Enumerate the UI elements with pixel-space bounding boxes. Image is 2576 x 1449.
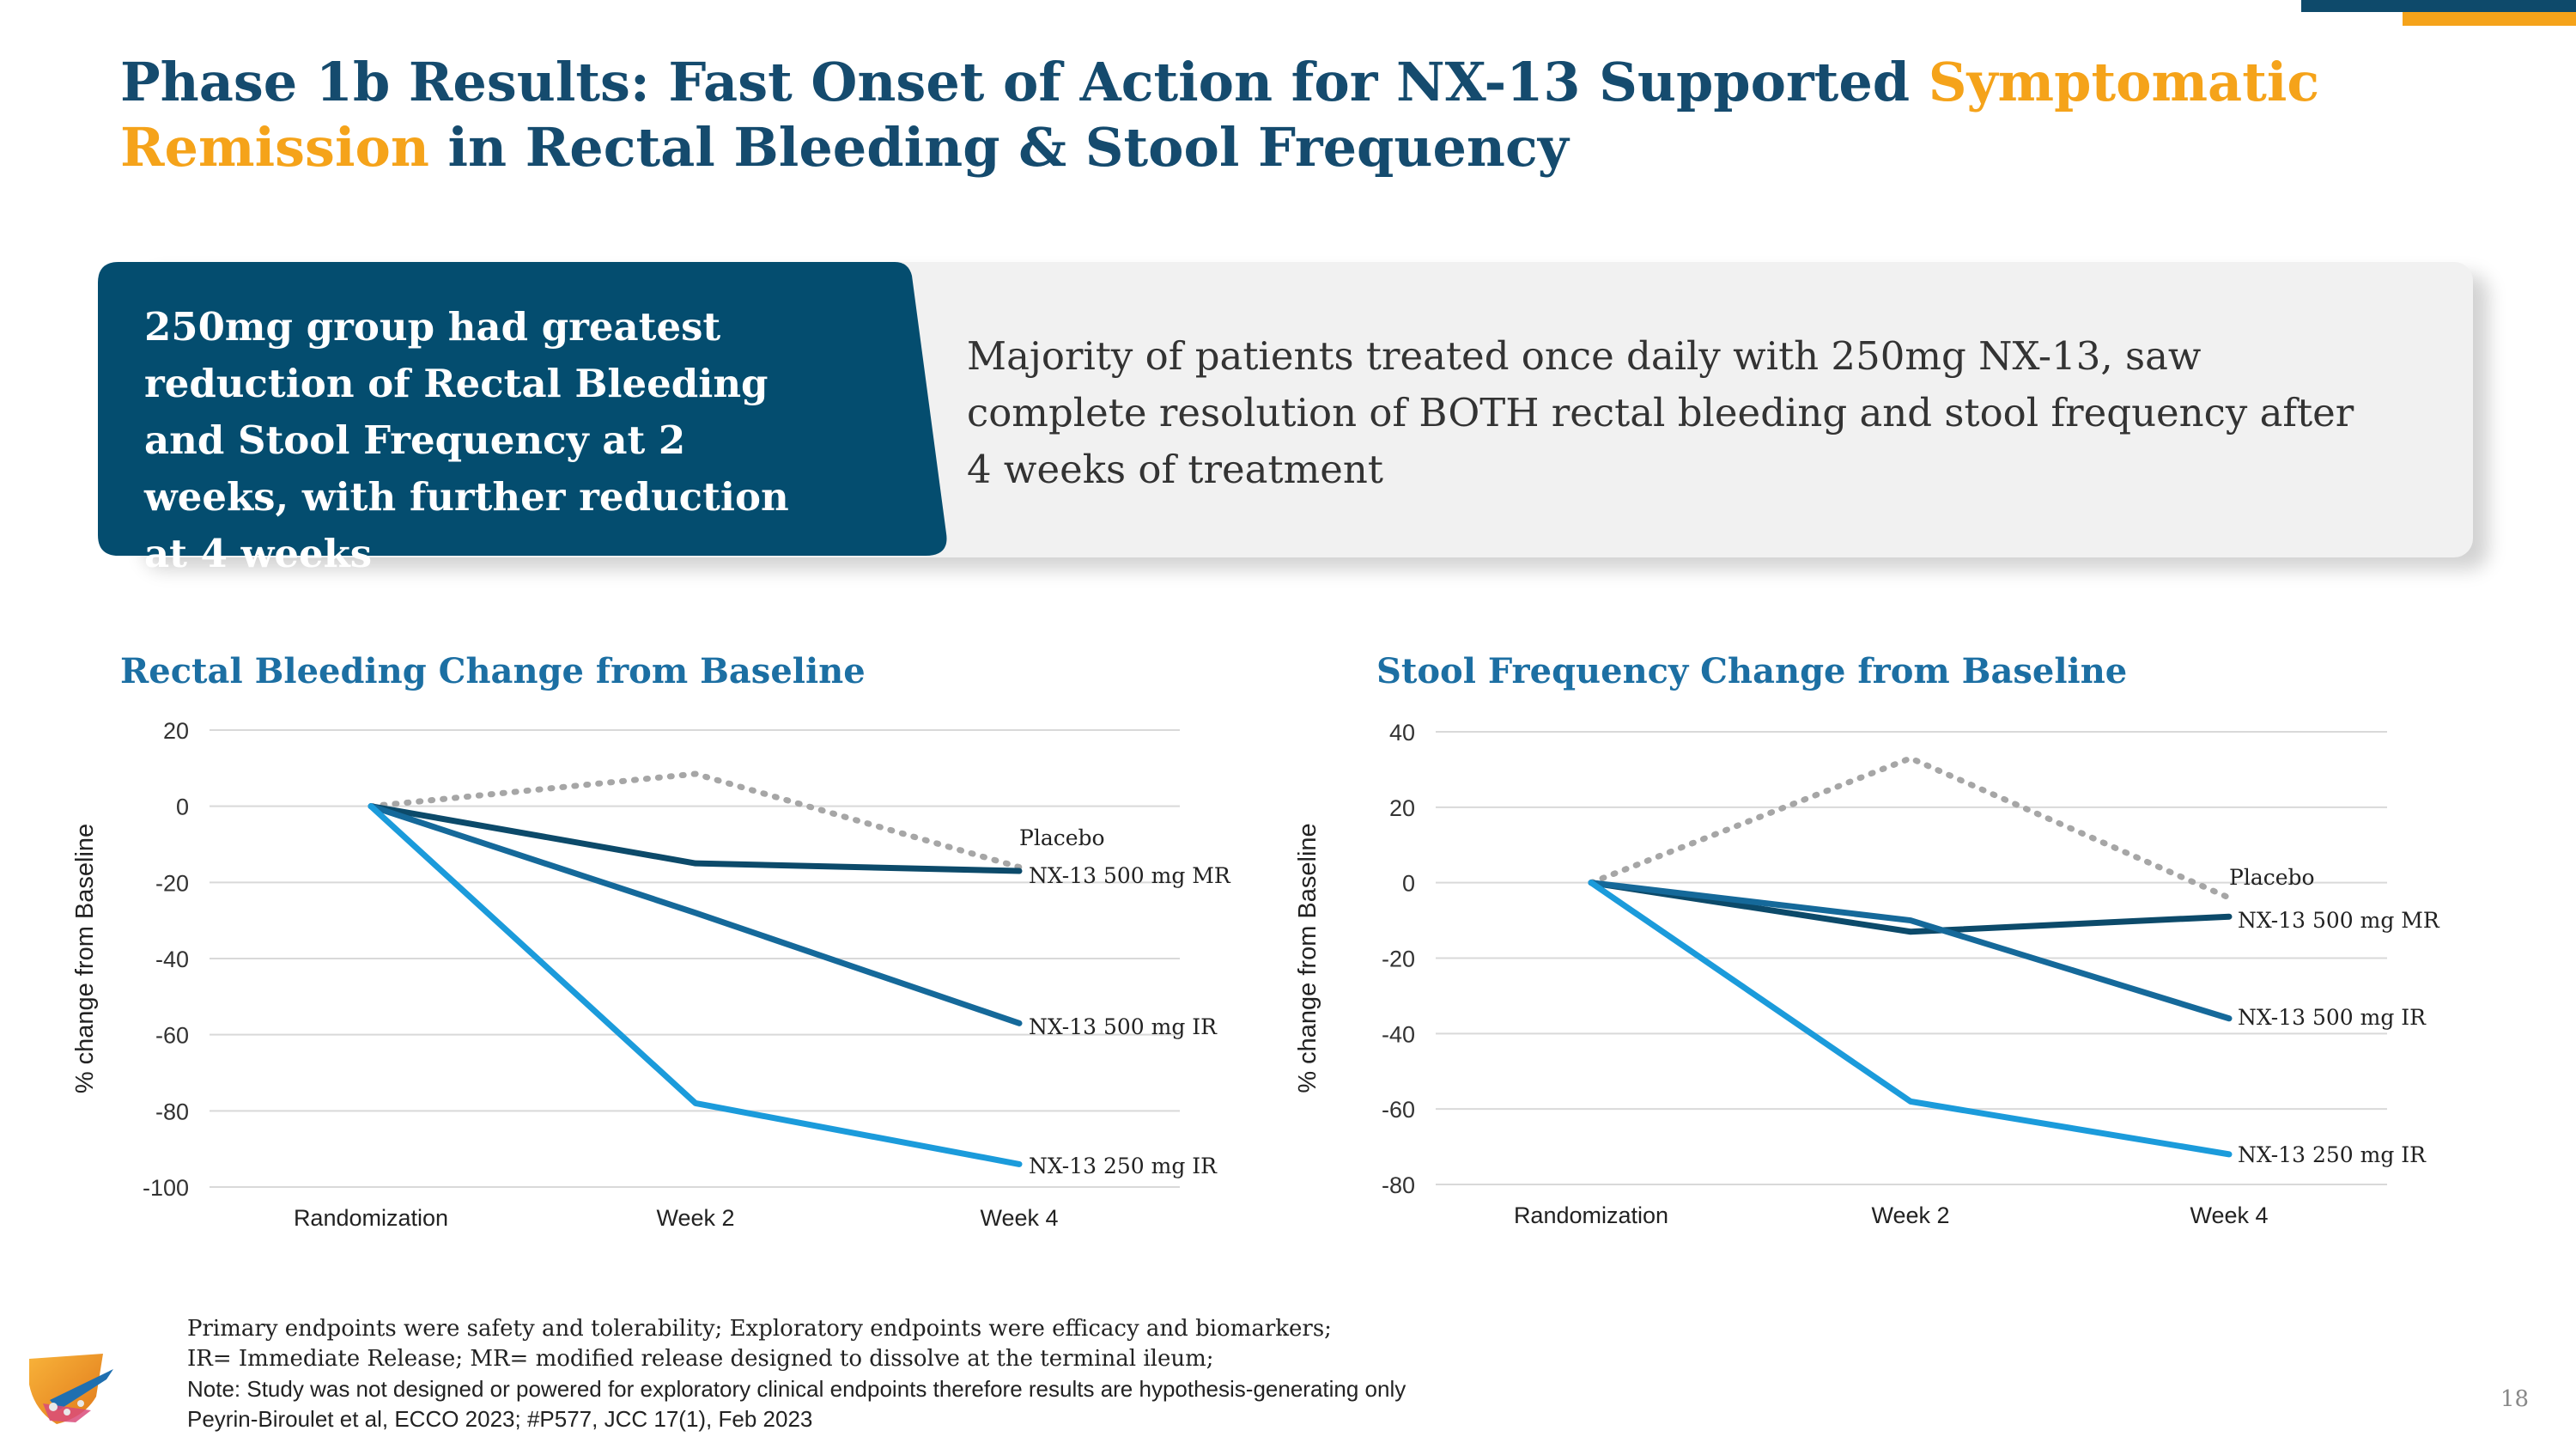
series-label: NX-13 250 mg IR <box>2238 1142 2427 1167</box>
series-line-nx-13-500-mg-mr <box>368 803 1023 874</box>
y-tick-label: -20 <box>1382 947 1415 972</box>
top-accent-bar-navy <box>2301 0 2576 12</box>
title-part-1: Phase 1b Results: Fast Onset of Action f… <box>120 51 1929 113</box>
y-tick-label: 20 <box>163 718 189 744</box>
callout-highlight-panel <box>96 260 955 557</box>
y-tick-label: -100 <box>143 1175 189 1201</box>
callout-description-text: Majority of patients treated once daily … <box>967 333 2354 492</box>
slide-title: Phase 1b Results: Fast Onset of Action f… <box>120 50 2507 180</box>
x-tick-label: Week 2 <box>1871 1202 1949 1228</box>
series-line-nx-13-500-mg-mr <box>1588 880 2233 935</box>
y-tick-label: -40 <box>1382 1021 1415 1047</box>
callout-highlight-text: 250mg group had greatest reduction of Re… <box>144 304 789 576</box>
title-accent: Symptomatic Remission <box>120 51 2320 179</box>
footnote-line-2: IR= Immediate Release; MR= modified rele… <box>187 1346 1214 1372</box>
stool-frequency-chart: 40 20 0 -20 -40 -60 -80 Randomization Week 2 Week… <box>1294 720 2440 1228</box>
y-axis-title: % change from Baseline <box>1294 823 1321 1093</box>
x-tick-label: Week 4 <box>980 1205 1058 1231</box>
chart-2-title: Stool Frequency Change from Baseline <box>1376 651 2128 691</box>
page-number: 18 <box>2500 1386 2530 1412</box>
y-tick-label: 20 <box>1389 795 1415 821</box>
series-line-placebo <box>1588 755 2233 901</box>
series-label: NX-13 500 mg IR <box>1029 1014 1218 1039</box>
y-tick-label: 40 <box>1389 720 1415 746</box>
series-line-placebo <box>368 770 1023 871</box>
x-tick-label: Randomization <box>294 1205 448 1231</box>
y-axis-title: % change from Baseline <box>71 824 99 1093</box>
top-accent-bar-gold <box>2403 12 2576 26</box>
rectal-bleeding-chart: 20 0 -20 -40 -60 -80 -100 Randomization Week 2 We… <box>71 718 1231 1231</box>
y-tick-label: -40 <box>155 947 189 972</box>
company-shield-logo <box>24 1350 118 1431</box>
x-tick-label: Week 4 <box>2190 1202 2268 1228</box>
footnote-line-1: Primary endpoints were safety and tolera… <box>187 1316 1332 1342</box>
series-label: Placebo <box>2229 865 2315 890</box>
y-tick-label: -60 <box>155 1023 189 1049</box>
x-tick-label: Week 2 <box>656 1205 734 1231</box>
y-tick-label: -20 <box>155 870 189 896</box>
y-tick-label: -80 <box>155 1099 189 1124</box>
series-label: Placebo <box>1019 825 1105 850</box>
y-tick-label: -80 <box>1382 1172 1415 1198</box>
series-label: NX-13 500 mg MR <box>1029 863 1231 888</box>
series-line-nx-13-250-mg-ir <box>1588 880 2233 1158</box>
x-tick-label: Randomization <box>1514 1202 1668 1228</box>
title-part-2: in Rectal Bleeding & Stool Frequency <box>428 116 1569 179</box>
chart-1-title: Rectal Bleeding Change from Baseline <box>120 651 866 691</box>
series-line-nx-13-500-mg-ir <box>368 803 1023 1026</box>
footnotes: Primary endpoints were safety and tolera… <box>187 1314 2162 1434</box>
y-tick-label: 0 <box>176 795 189 820</box>
y-tick-label: 0 <box>1402 871 1415 897</box>
footnote-line-4: Peyrin-Biroulet et al, ECCO 2023; #P577,… <box>187 1406 813 1432</box>
series-line-nx-13-500-mg-ir <box>1588 880 2233 1022</box>
series-line-nx-13-250-mg-ir <box>368 803 1023 1167</box>
series-label: NX-13 250 mg IR <box>1029 1154 1218 1178</box>
series-label: NX-13 500 mg IR <box>2238 1005 2427 1030</box>
callout-panel-shape <box>98 262 947 556</box>
series-label: NX-13 500 mg MR <box>2238 908 2440 933</box>
footnote-line-3: Note: Study was not designed or powered … <box>187 1376 1406 1402</box>
y-tick-label: -60 <box>1382 1097 1415 1123</box>
